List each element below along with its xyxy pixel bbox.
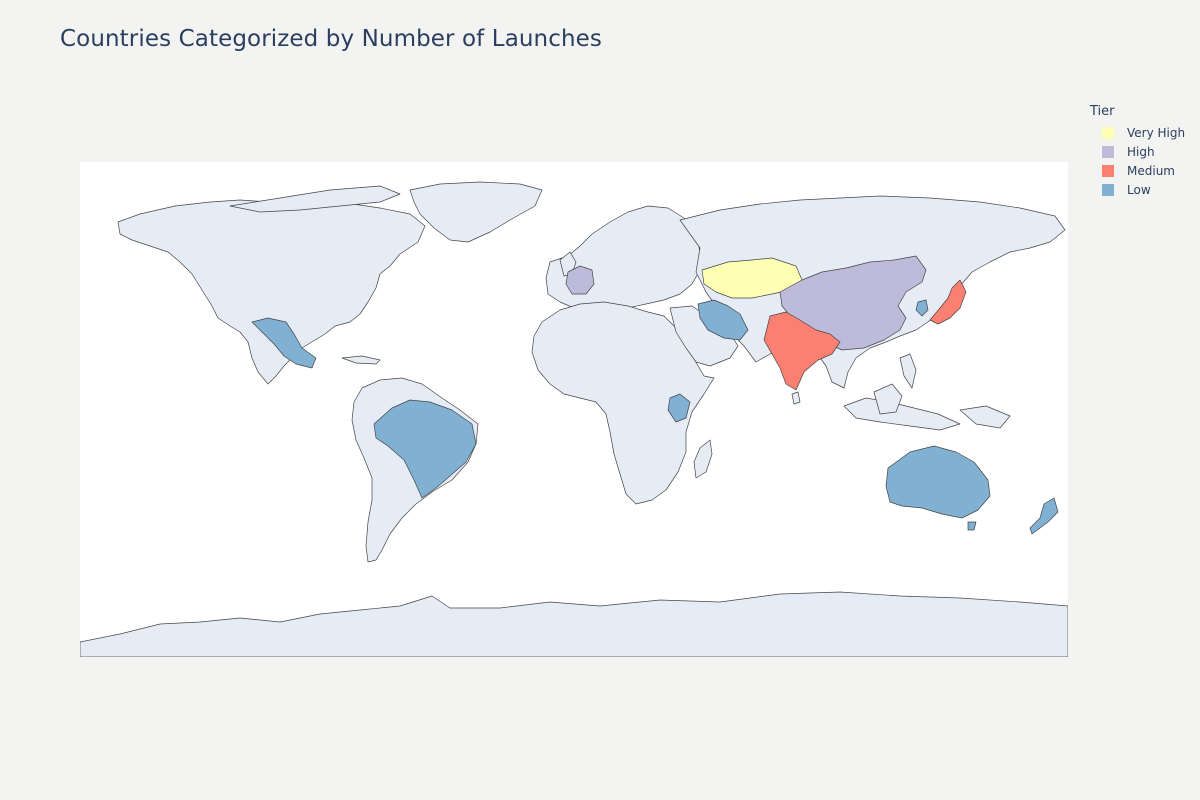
country-japan[interactable] xyxy=(929,279,967,325)
land-philippines xyxy=(899,353,917,389)
country-new-zealand[interactable] xyxy=(1029,497,1059,535)
legend-label: Medium xyxy=(1127,163,1175,178)
legend-label: Very High xyxy=(1127,125,1186,140)
land-new-guinea xyxy=(959,405,1011,429)
legend-swatch xyxy=(1102,183,1114,196)
country-australia-tasmania[interactable] xyxy=(967,521,977,531)
land-greenland xyxy=(409,181,543,243)
country-iran[interactable] xyxy=(697,299,749,341)
land-cuba xyxy=(341,355,381,365)
map-area[interactable] xyxy=(80,162,1068,657)
country-mexico[interactable] xyxy=(251,317,317,369)
land-antarctica xyxy=(80,591,1068,657)
legend-item-high[interactable]: High xyxy=(1090,142,1185,161)
chart-title: Countries Categorized by Number of Launc… xyxy=(60,26,602,52)
land-sri-lanka xyxy=(791,391,801,405)
legend-item-low[interactable]: Low xyxy=(1090,180,1185,199)
legend-item-very-high[interactable]: Very High xyxy=(1090,123,1185,142)
legend-label: High xyxy=(1127,144,1155,159)
legend-item-medium[interactable]: Medium xyxy=(1090,161,1185,180)
legend: Tier Very High High Medium Low xyxy=(1090,104,1185,199)
legend-swatch xyxy=(1102,164,1114,177)
country-india[interactable] xyxy=(763,311,841,391)
legend-swatch xyxy=(1102,126,1114,139)
world-map[interactable] xyxy=(80,162,1068,657)
land-africa xyxy=(531,301,715,505)
country-australia[interactable] xyxy=(885,445,991,519)
legend-swatch xyxy=(1102,145,1114,158)
legend-label: Low xyxy=(1127,182,1151,197)
country-france[interactable] xyxy=(565,265,595,295)
land-indonesia xyxy=(843,397,961,431)
country-brazil[interactable] xyxy=(373,399,477,499)
country-kenya[interactable] xyxy=(667,393,691,423)
land-north-america xyxy=(117,197,426,385)
land-borneo xyxy=(873,383,903,415)
land-arctic-islands xyxy=(229,185,401,213)
country-south-korea[interactable] xyxy=(915,299,929,317)
legend-title: Tier xyxy=(1090,104,1115,119)
land-madagascar xyxy=(693,439,713,479)
